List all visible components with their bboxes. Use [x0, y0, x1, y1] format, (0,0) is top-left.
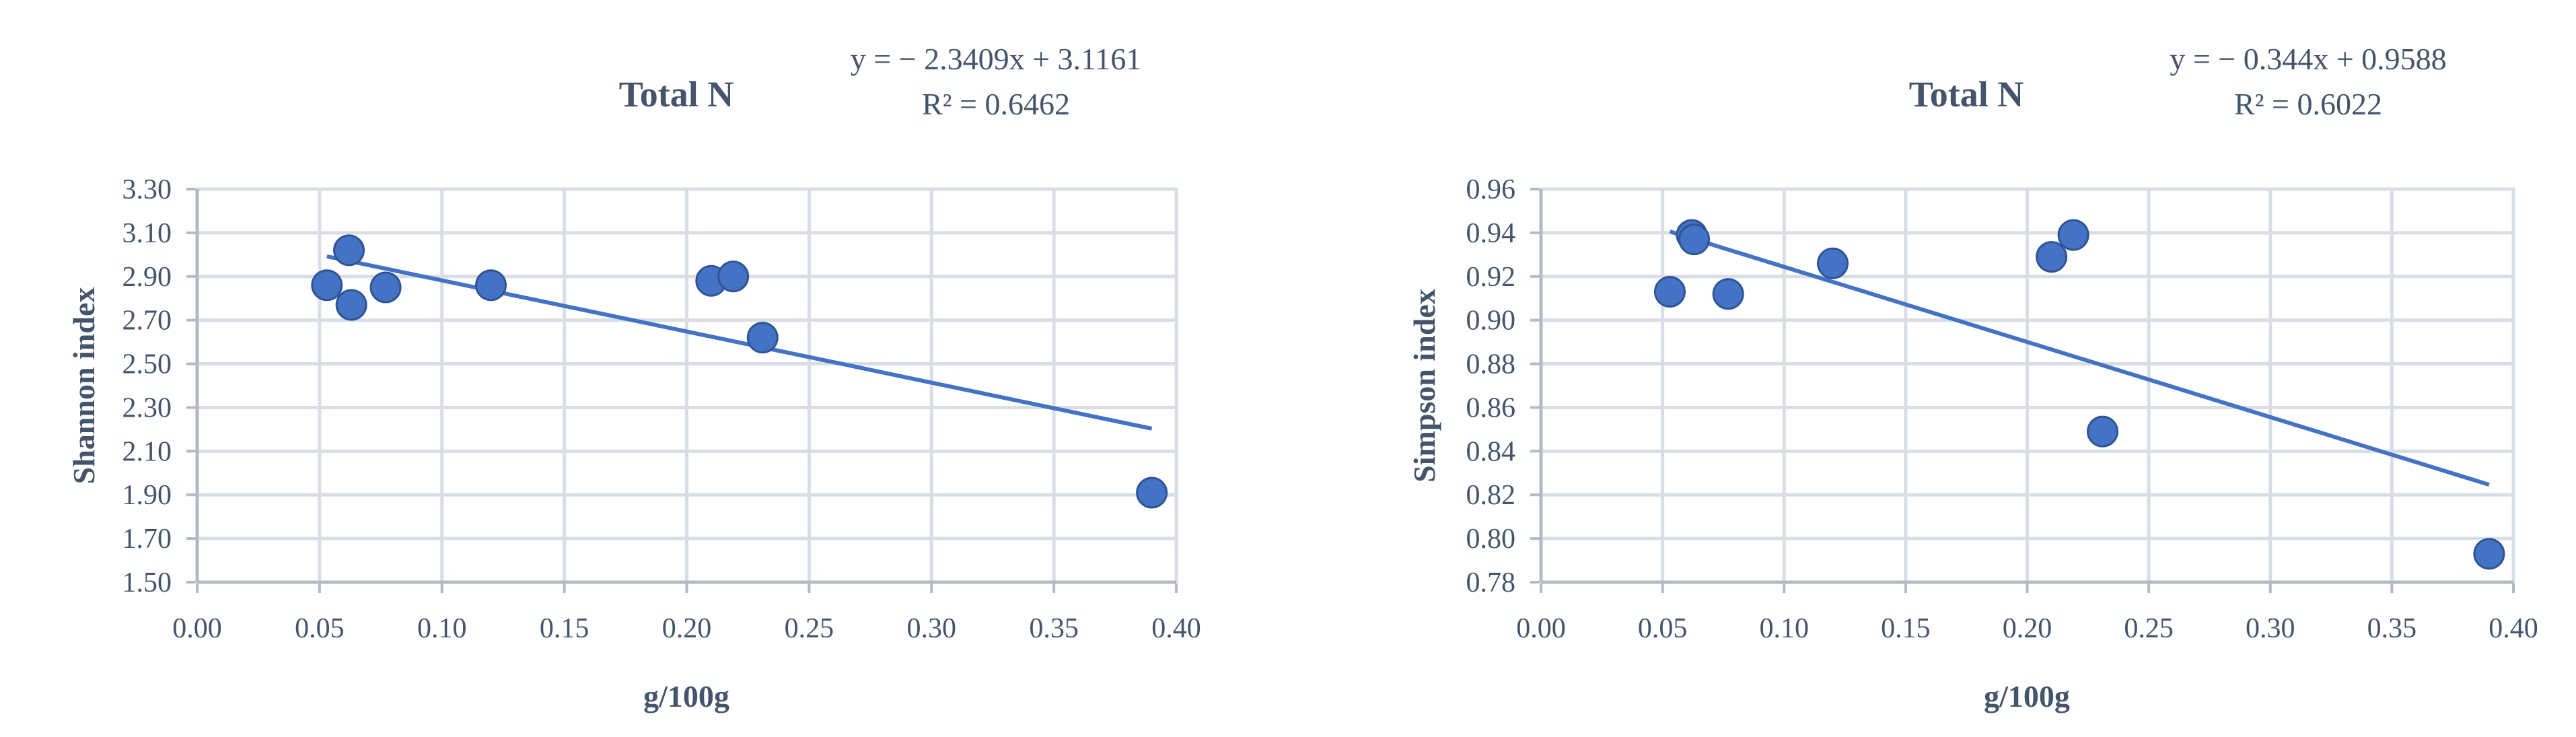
y-tick-label: 0.84	[1466, 436, 1516, 467]
y-tick-label: 1.50	[122, 567, 172, 598]
x-axis-title: g/100g	[643, 679, 729, 713]
x-tick-label: 0.40	[1151, 613, 1201, 644]
y-axis-title: Shannon index	[67, 287, 101, 485]
y-tick-label: 0.80	[1466, 524, 1516, 555]
data-point	[746, 322, 779, 354]
data-point	[717, 260, 750, 293]
y-tick-label: 0.90	[1466, 306, 1516, 337]
y-tick-label: 0.94	[1466, 218, 1516, 249]
data-point	[335, 289, 367, 321]
y-axis-title: Simpson index	[1407, 289, 1441, 483]
x-tick-label: 0.35	[1029, 613, 1079, 644]
x-tick-label: 0.05	[1638, 613, 1688, 644]
x-tick-label: 0.00	[172, 613, 222, 644]
x-tick-label: 0.20	[2003, 613, 2052, 644]
x-tick-label: 0.10	[1760, 613, 1810, 644]
y-tick-label: 1.90	[122, 480, 172, 511]
y-tick-label: 1.70	[122, 524, 172, 555]
y-tick-label: 2.70	[122, 306, 172, 337]
trendline-equation: y = − 2.3409x + 3.1161	[851, 42, 1142, 76]
y-tick-label: 3.30	[122, 174, 172, 205]
data-point	[1712, 278, 1744, 310]
x-tick-label: 0.00	[1516, 613, 1566, 644]
chart-title: Total N	[1909, 74, 2024, 114]
y-tick-label: 3.10	[122, 218, 172, 249]
y-tick-label: 0.82	[1466, 480, 1516, 511]
simpson-chart: Total N y = − 0.344x + 0.9588 R² = 0.602…	[1407, 42, 2538, 713]
y-tick-label: 0.92	[1466, 262, 1516, 293]
x-tick-label: 0.10	[417, 613, 467, 644]
data-point	[2057, 219, 2089, 251]
x-tick-label: 0.25	[785, 613, 834, 644]
y-tick-label: 0.96	[1466, 174, 1516, 205]
r-squared-label: R² = 0.6462	[922, 87, 1070, 121]
y-tick-label: 0.86	[1466, 392, 1516, 423]
x-tick-label: 0.30	[2246, 613, 2295, 644]
data-point	[311, 269, 343, 302]
data-point	[1653, 275, 1686, 308]
trendline	[326, 254, 1153, 431]
shannon-chart: Total N y = − 2.3409x + 3.1161 R² = 0.64…	[67, 42, 1201, 713]
y-tick-label: 2.90	[122, 262, 172, 293]
data-point	[1817, 247, 1849, 279]
x-tick-label: 0.15	[540, 613, 589, 644]
x-tick-label: 0.20	[662, 613, 712, 644]
trendline	[1669, 230, 2490, 487]
chart-title: Total N	[619, 74, 734, 114]
x-tick-label: 0.30	[907, 613, 957, 644]
r-squared-label: R² = 0.6022	[2234, 87, 2382, 121]
y-tick-label: 2.10	[122, 436, 172, 467]
x-tick-label: 0.40	[2489, 613, 2538, 644]
y-tick-label: 2.50	[122, 349, 172, 380]
x-tick-label: 0.35	[2367, 613, 2417, 644]
data-point	[475, 269, 507, 302]
y-tick-label: 2.30	[122, 392, 172, 423]
data-point	[1136, 477, 1168, 509]
trendline-equation: y = − 0.344x + 0.9588	[2170, 42, 2446, 76]
y-tick-label: 0.78	[1466, 567, 1516, 598]
data-point	[333, 234, 365, 267]
data-point	[2036, 241, 2068, 273]
data-point	[2473, 538, 2505, 570]
y-tick-label: 0.88	[1466, 349, 1516, 380]
x-tick-label: 0.15	[1881, 613, 1931, 644]
x-tick-label: 0.05	[295, 613, 345, 644]
data-point	[1678, 223, 1711, 256]
data-point	[2086, 415, 2118, 448]
data-point	[369, 271, 402, 304]
x-tick-label: 0.25	[2124, 613, 2174, 644]
x-axis-title: g/100g	[1984, 679, 2070, 713]
